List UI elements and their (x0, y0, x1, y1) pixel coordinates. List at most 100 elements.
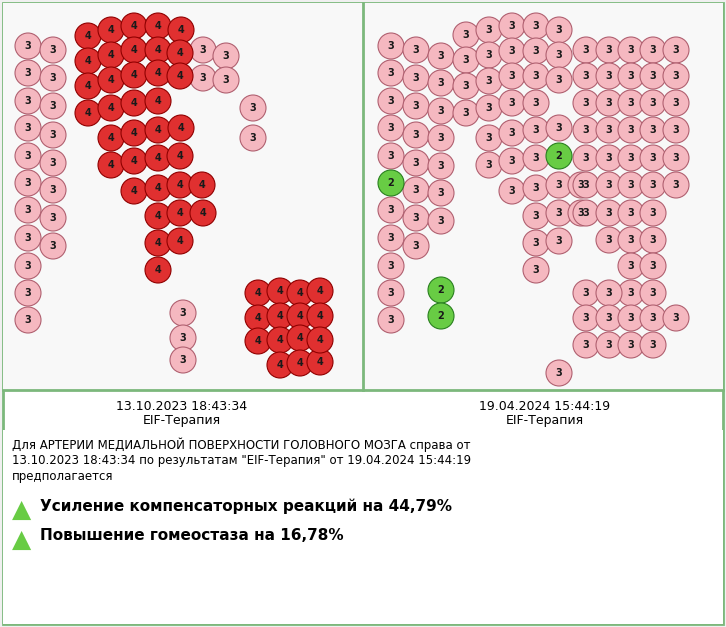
Circle shape (378, 197, 404, 223)
Circle shape (663, 305, 689, 331)
Bar (3, 3, 363, 390)
Circle shape (499, 120, 525, 146)
Circle shape (573, 200, 599, 226)
Text: 3: 3 (486, 103, 492, 113)
Text: 3: 3 (25, 41, 31, 51)
Circle shape (15, 143, 41, 169)
Text: 2: 2 (438, 311, 444, 321)
Circle shape (168, 17, 194, 43)
Text: 3: 3 (627, 125, 635, 135)
Circle shape (167, 40, 193, 66)
Circle shape (476, 42, 502, 68)
Text: 3: 3 (605, 208, 612, 218)
Circle shape (287, 303, 313, 329)
Text: 3: 3 (555, 25, 563, 35)
Text: 3: 3 (486, 160, 492, 170)
Text: 3: 3 (650, 313, 656, 323)
Text: 3: 3 (462, 108, 470, 118)
Text: 3: 3 (25, 96, 31, 106)
Circle shape (167, 143, 193, 169)
Circle shape (403, 150, 429, 176)
Text: 3: 3 (533, 46, 539, 56)
Text: 3: 3 (650, 208, 656, 218)
Circle shape (568, 200, 594, 226)
Circle shape (640, 227, 666, 253)
Text: 4: 4 (176, 180, 184, 190)
Circle shape (15, 225, 41, 251)
Text: 3: 3 (533, 125, 539, 135)
Text: 3: 3 (650, 261, 656, 271)
Circle shape (75, 48, 101, 74)
Text: 3: 3 (388, 41, 394, 51)
Circle shape (640, 253, 666, 279)
Text: 3: 3 (438, 188, 444, 198)
Circle shape (663, 63, 689, 89)
Text: 4: 4 (297, 311, 303, 321)
Text: 4: 4 (155, 238, 161, 248)
Circle shape (663, 145, 689, 171)
Text: 3: 3 (627, 208, 635, 218)
Circle shape (403, 205, 429, 231)
Circle shape (167, 63, 193, 89)
Circle shape (618, 280, 644, 306)
Circle shape (596, 63, 622, 89)
Text: 3: 3 (179, 308, 187, 318)
Circle shape (663, 37, 689, 63)
Circle shape (523, 38, 549, 64)
Circle shape (453, 100, 479, 126)
Circle shape (476, 95, 502, 121)
Text: 3: 3 (627, 235, 635, 245)
Circle shape (428, 277, 454, 303)
Text: 3: 3 (49, 185, 57, 195)
Circle shape (245, 328, 271, 354)
Circle shape (596, 172, 622, 198)
Circle shape (428, 303, 454, 329)
Text: 3: 3 (200, 45, 206, 55)
Circle shape (523, 90, 549, 116)
Text: 4: 4 (107, 160, 115, 170)
Text: 3: 3 (555, 368, 563, 378)
Text: 3: 3 (49, 241, 57, 251)
Circle shape (640, 305, 666, 331)
Text: 4: 4 (317, 335, 323, 345)
Circle shape (403, 37, 429, 63)
Text: 4: 4 (107, 103, 115, 113)
Text: 13.10.2023 18:43:34 по результатам "EIF-Терапия" от 19.04.2024 15:44:19: 13.10.2023 18:43:34 по результатам "EIF-… (12, 454, 471, 467)
Text: 4: 4 (131, 186, 137, 196)
Text: 4: 4 (155, 96, 161, 106)
Text: 3: 3 (555, 75, 563, 85)
Text: 3: 3 (672, 71, 680, 81)
Circle shape (596, 227, 622, 253)
Circle shape (40, 122, 66, 148)
Circle shape (546, 172, 572, 198)
Circle shape (15, 170, 41, 196)
Circle shape (596, 280, 622, 306)
Text: 3: 3 (672, 45, 680, 55)
Circle shape (121, 178, 147, 204)
Circle shape (15, 280, 41, 306)
Circle shape (190, 65, 216, 91)
Circle shape (378, 225, 404, 251)
Circle shape (428, 43, 454, 69)
Text: 3: 3 (555, 180, 563, 190)
Text: 3: 3 (605, 288, 612, 298)
Circle shape (145, 60, 171, 86)
Circle shape (428, 153, 454, 179)
Text: EIF-Терапия: EIF-Терапия (505, 414, 584, 427)
Text: 3: 3 (533, 98, 539, 108)
Text: Повышение гомеостаза на 16,78%: Повышение гомеостаза на 16,78% (40, 528, 343, 543)
Circle shape (40, 93, 66, 119)
Circle shape (596, 200, 622, 226)
Circle shape (476, 68, 502, 94)
Text: 3: 3 (605, 153, 612, 163)
Text: 4: 4 (176, 208, 184, 218)
Text: 3: 3 (627, 288, 635, 298)
Text: 3: 3 (388, 315, 394, 325)
Circle shape (618, 305, 644, 331)
Circle shape (145, 175, 171, 201)
Text: 3: 3 (412, 185, 420, 195)
Text: 3: 3 (627, 71, 635, 81)
Text: 3: 3 (25, 205, 31, 215)
Circle shape (523, 117, 549, 143)
Circle shape (663, 172, 689, 198)
